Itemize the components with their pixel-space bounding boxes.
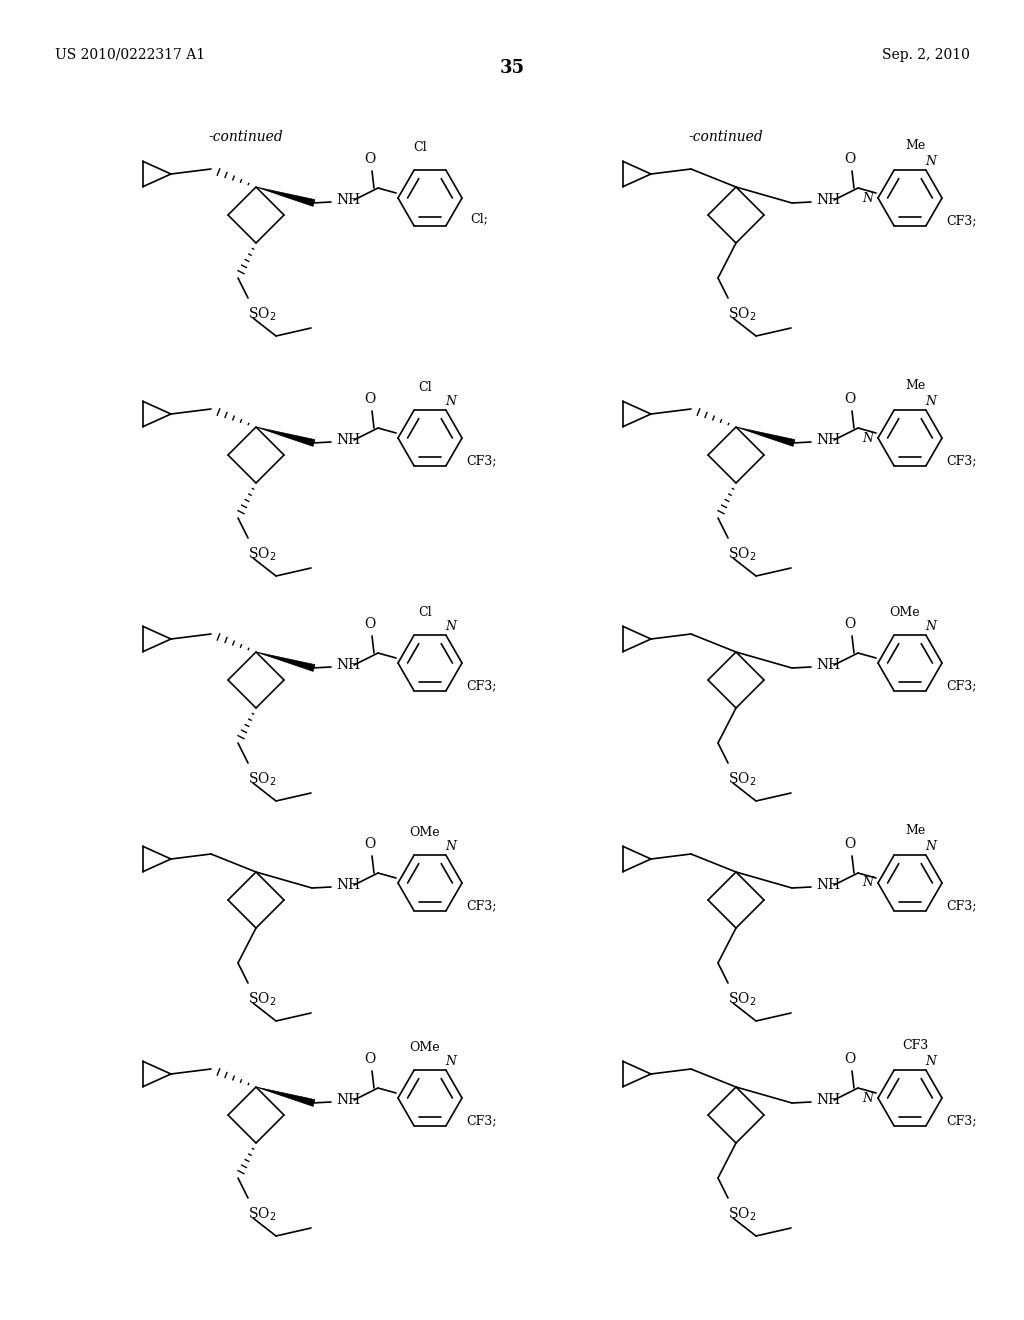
Text: N: N (862, 1092, 873, 1105)
Text: O: O (365, 1052, 376, 1067)
Text: Cl: Cl (414, 141, 427, 154)
Text: CF3;: CF3; (946, 214, 977, 227)
Text: -continued: -continued (688, 129, 763, 144)
Text: SO$_2$: SO$_2$ (728, 991, 757, 1008)
Text: O: O (845, 616, 856, 631)
Text: Me: Me (905, 379, 925, 392)
Text: CF3;: CF3; (466, 899, 497, 912)
Text: OMe: OMe (410, 826, 440, 840)
Text: NH: NH (336, 657, 360, 672)
Polygon shape (256, 1086, 315, 1106)
Text: NH: NH (336, 1093, 360, 1107)
Text: SO$_2$: SO$_2$ (728, 546, 757, 564)
Text: Cl;: Cl; (470, 213, 487, 226)
Text: NH: NH (816, 878, 840, 892)
Text: OMe: OMe (890, 606, 921, 619)
Text: Cl: Cl (418, 381, 432, 393)
Polygon shape (256, 652, 315, 672)
Text: CF3;: CF3; (946, 899, 977, 912)
Text: SO$_2$: SO$_2$ (728, 306, 757, 323)
Text: O: O (365, 392, 376, 407)
Text: N: N (445, 1055, 457, 1068)
Text: O: O (845, 1052, 856, 1067)
Text: SO$_2$: SO$_2$ (248, 771, 276, 788)
Text: O: O (365, 837, 376, 851)
Text: -continued: -continued (209, 129, 284, 144)
Text: Sep. 2, 2010: Sep. 2, 2010 (882, 48, 970, 62)
Text: CF3;: CF3; (946, 454, 977, 467)
Text: CF3;: CF3; (466, 454, 497, 467)
Text: N: N (445, 620, 457, 634)
Text: Me: Me (905, 824, 925, 837)
Text: CF3;: CF3; (466, 678, 497, 692)
Text: N: N (862, 876, 873, 890)
Text: NH: NH (336, 878, 360, 892)
Text: NH: NH (816, 433, 840, 447)
Text: SO$_2$: SO$_2$ (248, 546, 276, 564)
Text: 35: 35 (500, 59, 524, 77)
Text: N: N (926, 1055, 937, 1068)
Text: SO$_2$: SO$_2$ (248, 991, 276, 1008)
Text: SO$_2$: SO$_2$ (248, 1206, 276, 1224)
Text: O: O (845, 837, 856, 851)
Text: N: N (862, 432, 873, 445)
Text: NH: NH (816, 657, 840, 672)
Text: N: N (445, 840, 457, 853)
Text: CF3;: CF3; (946, 678, 977, 692)
Text: N: N (862, 191, 873, 205)
Polygon shape (256, 426, 315, 446)
Text: O: O (365, 152, 376, 166)
Polygon shape (736, 426, 795, 446)
Text: N: N (926, 395, 937, 408)
Text: N: N (926, 620, 937, 634)
Text: SO$_2$: SO$_2$ (728, 1206, 757, 1224)
Text: O: O (845, 392, 856, 407)
Text: O: O (845, 152, 856, 166)
Text: CF3;: CF3; (466, 1114, 497, 1127)
Text: N: N (445, 395, 457, 408)
Text: NH: NH (336, 433, 360, 447)
Polygon shape (256, 187, 315, 206)
Text: CF3;: CF3; (946, 1114, 977, 1127)
Text: SO$_2$: SO$_2$ (248, 306, 276, 323)
Text: NH: NH (816, 193, 840, 207)
Text: NH: NH (336, 193, 360, 207)
Text: N: N (926, 840, 937, 853)
Text: NH: NH (816, 1093, 840, 1107)
Text: OMe: OMe (410, 1041, 440, 1053)
Text: CF3: CF3 (902, 1039, 928, 1052)
Text: Cl: Cl (418, 606, 432, 619)
Text: Me: Me (905, 139, 925, 152)
Text: US 2010/0222317 A1: US 2010/0222317 A1 (55, 48, 205, 62)
Text: N: N (926, 156, 937, 168)
Text: SO$_2$: SO$_2$ (728, 771, 757, 788)
Text: O: O (365, 616, 376, 631)
